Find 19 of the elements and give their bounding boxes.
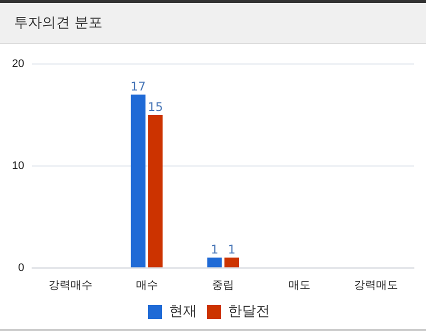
y-tick-label: 20 — [12, 58, 24, 70]
bar — [224, 258, 240, 268]
x-tick-label: 중립 — [212, 279, 234, 292]
data-label: 17 — [130, 80, 146, 94]
x-tick-label: 강력매도 — [354, 279, 398, 292]
data-label: 15 — [148, 100, 163, 114]
legend-label: 현재 — [169, 304, 197, 320]
bar — [148, 114, 163, 268]
bar — [207, 258, 222, 268]
x-tick-label: 매수 — [136, 279, 158, 292]
y-tick-label: 10 — [12, 160, 24, 172]
legend-label: 한달전 — [228, 304, 270, 320]
x-tick-label: 매도 — [288, 279, 310, 292]
data-label: 1 — [210, 242, 218, 257]
x-tick-label: 강력매수 — [48, 279, 92, 292]
y-tick-label: 0 — [18, 262, 24, 274]
data-label: 1 — [228, 242, 236, 257]
bar — [130, 94, 146, 268]
chart-title: 투자의견 분포 — [13, 14, 102, 32]
